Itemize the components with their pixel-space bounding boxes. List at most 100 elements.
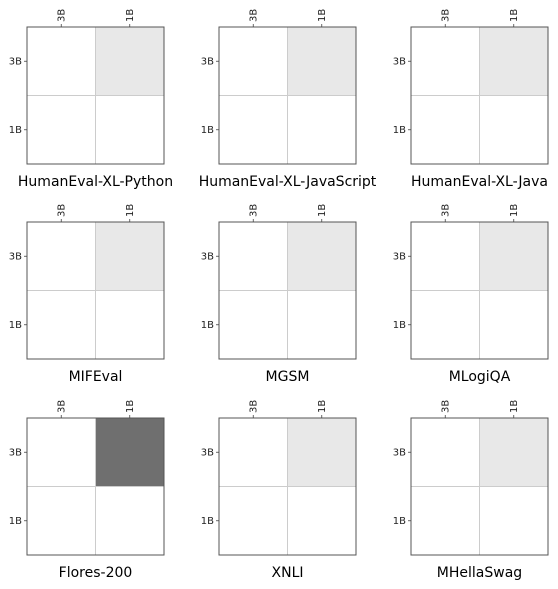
heatmap-frame: [218, 26, 357, 165]
heatmap-panel: 3B 1B 3B 1B MGSM: [201, 204, 357, 385]
heatmap-frame: [26, 417, 165, 556]
y-tick-label: 1B: [393, 516, 406, 527]
x-tick-label: 3B: [56, 400, 67, 413]
heatmap-panel: 3B 1B 3B 1B HumanEval-XL-JavaScript: [199, 9, 377, 190]
x-tick-label: 3B: [440, 400, 451, 413]
y-tick-label: 3B: [393, 447, 406, 458]
chart-title: HumanEval-XL-JavaScript: [199, 174, 377, 190]
heatmap-cell: [287, 290, 356, 359]
heatmap-cell: [219, 222, 288, 291]
heatmap-cell: [27, 486, 96, 555]
heatmap-cell: [95, 222, 164, 291]
heatmap-cell: [479, 418, 548, 487]
heatmap-cell: [27, 290, 96, 359]
heatmap-cell: [479, 95, 548, 164]
heatmap-frame: [410, 221, 549, 360]
heatmap-cell: [411, 290, 480, 359]
heatmap-cell: [479, 222, 548, 291]
heatmap-cell: [287, 222, 356, 291]
x-tick-label: 1B: [509, 400, 520, 413]
heatmap-cell: [287, 486, 356, 555]
heatmap-cell: [95, 486, 164, 555]
heatmap-cell: [219, 27, 288, 96]
heatmap-cell: [95, 27, 164, 96]
x-tick-label: 3B: [248, 204, 259, 217]
x-tick-label: 3B: [56, 9, 67, 22]
heatmap-cell: [219, 486, 288, 555]
y-tick-label: 3B: [201, 56, 214, 67]
heatmap-cell: [27, 95, 96, 164]
x-tick-label: 1B: [509, 204, 520, 217]
heatmap-cell: [479, 486, 548, 555]
x-tick-label: 3B: [248, 9, 259, 22]
heatmap-panel: 3B 1B 3B 1B MHellaSwag: [393, 400, 549, 581]
heatmap-cell: [411, 418, 480, 487]
x-tick-label: 1B: [509, 9, 520, 22]
y-tick-label: 3B: [9, 447, 22, 458]
y-tick-label: 1B: [201, 320, 214, 331]
y-tick-label: 3B: [9, 56, 22, 67]
x-tick-label: 1B: [125, 9, 136, 22]
heatmap-cell: [27, 27, 96, 96]
heatmap-frame: [26, 221, 165, 360]
heatmap-cell: [27, 418, 96, 487]
heatmap-cell: [287, 418, 356, 487]
y-tick-label: 1B: [9, 320, 22, 331]
heatmap-panel: 3B 1B 3B 1B HumanEval-XL-Python: [9, 9, 173, 190]
x-tick-label: 1B: [125, 400, 136, 413]
heatmap-panel: 3B 1B 3B 1B HumanEval-XL-Java: [393, 9, 549, 190]
heatmap-cell: [411, 95, 480, 164]
chart-title: MGSM: [266, 369, 310, 385]
heatmap-cell: [287, 95, 356, 164]
heatmap-cell: [219, 290, 288, 359]
x-tick-label: 3B: [440, 9, 451, 22]
y-tick-label: 1B: [9, 125, 22, 136]
heatmap-frame: [218, 417, 357, 556]
heatmap-frame: [410, 417, 549, 556]
y-tick-label: 3B: [393, 56, 406, 67]
chart-title: MHellaSwag: [437, 565, 522, 581]
heatmap-cell: [411, 222, 480, 291]
heatmap-panel: 3B 1B 3B 1B MLogiQA: [393, 204, 549, 385]
y-tick-label: 1B: [393, 125, 406, 136]
heatmap-cell: [287, 27, 356, 96]
heatmap-cell: [95, 418, 164, 487]
heatmap-frame: [410, 26, 549, 165]
x-tick-label: 1B: [317, 204, 328, 217]
heatmap-panel: 3B 1B 3B 1B MIFEval: [9, 204, 165, 385]
heatmap-frame: [218, 221, 357, 360]
chart-title: MLogiQA: [449, 369, 511, 385]
heatmap-cell: [479, 27, 548, 96]
y-tick-label: 1B: [9, 516, 22, 527]
x-tick-label: 3B: [440, 204, 451, 217]
heatmap-cell: [219, 418, 288, 487]
heatmap-panel: 3B 1B 3B 1B Flores-200: [9, 400, 165, 581]
heatmap-cell: [27, 222, 96, 291]
heatmap-cell: [411, 27, 480, 96]
x-tick-label: 1B: [125, 204, 136, 217]
heatmap-cell: [219, 95, 288, 164]
chart-title: HumanEval-XL-Python: [18, 174, 173, 190]
heatmap-cell: [95, 290, 164, 359]
heatmap-cell: [479, 290, 548, 359]
chart-title: HumanEval-XL-Java: [411, 174, 548, 190]
y-tick-label: 1B: [393, 320, 406, 331]
chart-title: MIFEval: [69, 369, 123, 385]
heatmap-panel: 3B 1B 3B 1B XNLI: [201, 400, 357, 581]
x-tick-label: 1B: [317, 9, 328, 22]
y-tick-label: 3B: [201, 447, 214, 458]
x-tick-label: 1B: [317, 400, 328, 413]
y-tick-label: 1B: [201, 125, 214, 136]
y-tick-label: 3B: [201, 251, 214, 262]
x-tick-label: 3B: [248, 400, 259, 413]
heatmap-cell: [411, 486, 480, 555]
chart-title: XNLI: [272, 565, 304, 581]
x-tick-label: 3B: [56, 204, 67, 217]
heatmap-cell: [95, 95, 164, 164]
y-tick-label: 3B: [9, 251, 22, 262]
heatmap-frame: [26, 26, 165, 165]
chart-title: Flores-200: [59, 565, 133, 581]
y-tick-label: 1B: [201, 516, 214, 527]
y-tick-label: 3B: [393, 251, 406, 262]
